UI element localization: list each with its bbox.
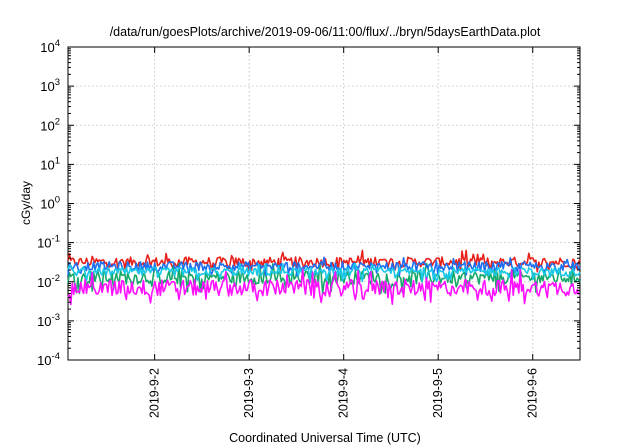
x-tick-label: 2019-9-6 bbox=[526, 368, 540, 418]
y-tick-label: 100 bbox=[40, 195, 60, 212]
series-layer bbox=[67, 249, 581, 306]
x-tick-label: 2019-9-5 bbox=[431, 368, 445, 418]
x-tick-label: 2019-9-2 bbox=[148, 368, 162, 418]
x-axis: 2019-9-2 2019-9-3 2019-9-4 2019-9-5 2019-9-6 bbox=[148, 47, 540, 418]
series-line-4 bbox=[67, 262, 581, 283]
y-tick-label: 10-2 bbox=[37, 273, 60, 290]
grid bbox=[68, 47, 580, 360]
y-tick-label: 104 bbox=[40, 38, 60, 55]
y-axis: 10-4 10-3 10-2 10-1 100 101 102 103 104 bbox=[37, 38, 580, 368]
y-axis-label: cGy/day bbox=[19, 181, 33, 225]
y-tick-label: 103 bbox=[40, 77, 60, 94]
y-tick-label: 10-3 bbox=[37, 312, 60, 329]
chart-title: /data/run/goesPlots/archive/2019-09-06/1… bbox=[110, 25, 541, 39]
series-line-1 bbox=[67, 249, 581, 273]
y-tick-label: 101 bbox=[40, 155, 60, 172]
x-tick-label: 2019-9-3 bbox=[242, 368, 256, 418]
y-tick-label: 10-4 bbox=[37, 351, 60, 368]
y-tick-label: 102 bbox=[40, 116, 60, 133]
series-line-5 bbox=[67, 268, 581, 306]
series-line-3 bbox=[67, 256, 581, 277]
x-axis-label: Coordinated Universal Time (UTC) bbox=[229, 431, 421, 445]
y-tick-label: 10-1 bbox=[37, 234, 60, 251]
x-tick-label: 2019-9-4 bbox=[337, 368, 351, 418]
